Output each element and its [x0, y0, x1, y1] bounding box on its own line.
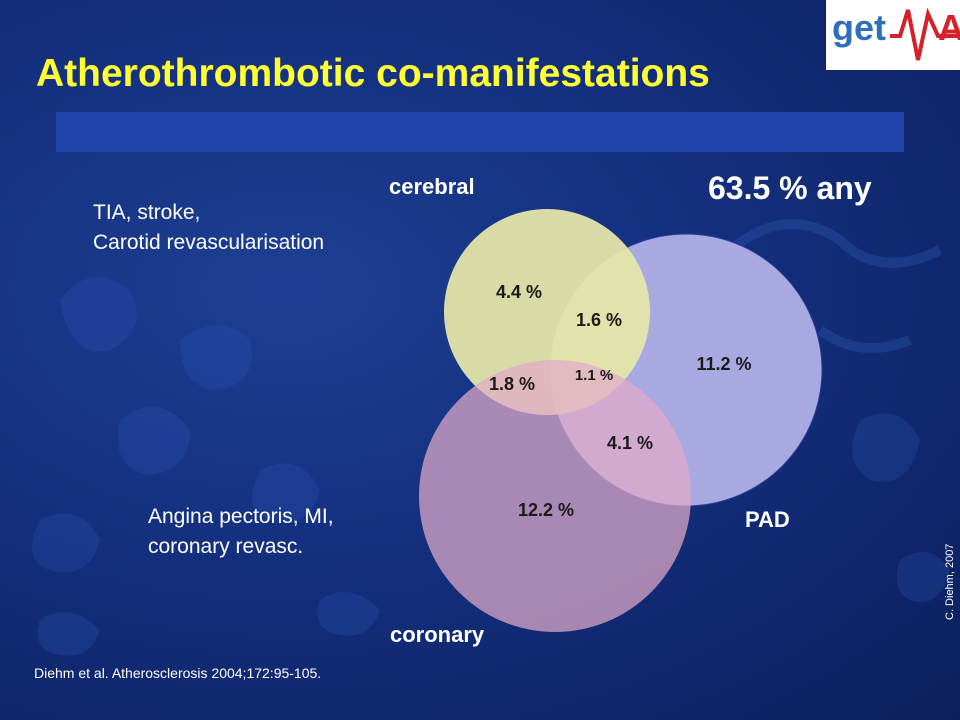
region-coronary-only: 12.2 % [518, 500, 574, 520]
coronary-description-line1: Angina pectoris, MI, [148, 505, 334, 528]
page-title: Atherothrombotic co-manifestations [36, 52, 710, 95]
region-cerebral-coronary: 1.8 % [489, 374, 535, 394]
region-cerebral-pad: 1.6 % [576, 310, 622, 330]
logo-text-abi: ABI [938, 7, 960, 48]
set-label-pad: PAD [745, 507, 790, 532]
region-all-three: 1.1 % [575, 367, 613, 384]
region-pad-only: 11.2 % [696, 354, 751, 374]
getabi-logo: get ABI [826, 0, 960, 70]
logo-text-get: get [832, 7, 886, 48]
cerebral-description: TIA, stroke, Carotid revascularisation [93, 198, 324, 258]
region-pad-coronary: 4.1 % [607, 433, 653, 453]
set-label-cerebral: cerebral [389, 174, 475, 199]
region-cerebral-only: 4.4 % [496, 282, 542, 302]
cerebral-description-line2: Carotid revascularisation [93, 231, 325, 254]
author-credit: C. Diehm, 2007 [944, 543, 956, 620]
cerebral-circle [444, 209, 650, 415]
set-label-coronary: coronary [390, 622, 485, 647]
cerebral-description-line1: TIA, stroke, [93, 201, 201, 224]
coronary-description-line2: coronary revasc. [148, 535, 304, 558]
citation: Diehm et al. Atherosclerosis 2004;172:95… [34, 665, 322, 681]
title-banner [56, 112, 904, 152]
coronary-circle [419, 360, 691, 632]
total-any-label: 63.5 % any [708, 170, 872, 206]
coronary-description: Angina pectoris, MI, coronary revasc. [148, 502, 334, 562]
